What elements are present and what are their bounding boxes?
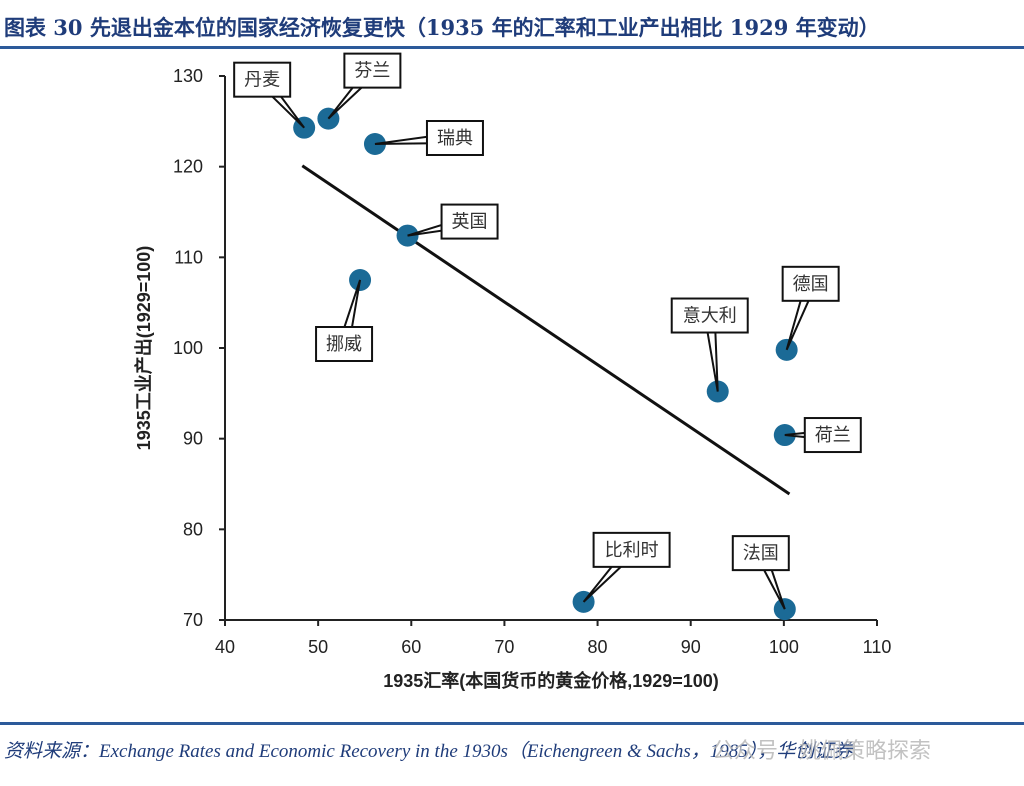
x-tick-label: 80 (588, 637, 608, 657)
point-label: 芬兰 (354, 61, 390, 82)
point-label: 挪威 (326, 334, 362, 355)
point-label: 丹麦 (244, 70, 280, 91)
x-tick-label: 100 (769, 637, 799, 657)
x-tick-label: 70 (494, 637, 514, 657)
figure-title: 图表 30 先退出金本位的国家经济恢复更快（1935 年的汇率和工业产出相比 1… (4, 15, 880, 40)
callout-box (670, 297, 749, 334)
y-tick-label: 120 (173, 157, 203, 177)
callout-box (343, 52, 402, 89)
y-tick-label: 100 (173, 338, 203, 358)
x-tick-label: 110 (863, 637, 892, 657)
x-tick-label: 50 (308, 637, 328, 657)
point-label: 瑞典 (437, 128, 473, 149)
title-divider (0, 46, 1024, 49)
x-tick-label: 40 (215, 637, 235, 657)
y-axis-title: 1935工业产出(1929=100) (133, 246, 154, 451)
point-label: 德国 (793, 274, 829, 295)
source-note: 资料来源：Exchange Rates and Economic Recover… (4, 741, 853, 762)
y-tick-label: 110 (174, 247, 203, 267)
trendline-group (301, 164, 791, 496)
y-tick-label: 130 (173, 66, 203, 86)
point-label: 荷兰 (815, 425, 851, 446)
watermark: 公众号 · 姚佩策略探索 (712, 739, 931, 764)
callout-box (803, 417, 862, 454)
y-tick-label: 80 (183, 519, 203, 539)
callout-box (731, 535, 790, 572)
footer-divider (0, 722, 1024, 725)
callout-box (233, 61, 292, 98)
point-label: 法国 (743, 543, 779, 564)
point-label: 比利时 (605, 540, 659, 561)
x-tick-label: 60 (401, 637, 421, 657)
trendline (301, 164, 791, 496)
x-axis-title: 1935汇率(本国货币的黄金价格,1929=100) (383, 670, 719, 691)
point-label: 英国 (452, 212, 488, 233)
points-group (293, 107, 798, 621)
callout-box (592, 531, 671, 568)
callout-box (315, 326, 374, 362)
callout-box (781, 265, 840, 302)
axes: 40 50 60 70 80 90 100 110 70 80 90 100 110 120 130 (173, 66, 891, 657)
y-tick-label: 90 (183, 429, 203, 449)
callout-box (425, 120, 484, 156)
y-tick-label: 70 (183, 610, 203, 630)
x-tick-label: 90 (681, 637, 701, 657)
callout-box (440, 203, 499, 240)
point-label: 意大利 (683, 306, 737, 327)
